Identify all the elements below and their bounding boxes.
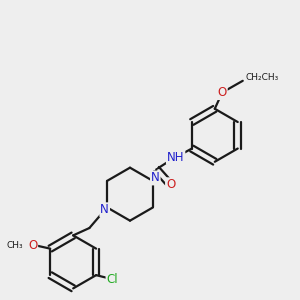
Text: CH₃: CH₃: [7, 241, 23, 250]
Text: Cl: Cl: [106, 273, 118, 286]
Text: CH₂CH₃: CH₂CH₃: [245, 73, 278, 82]
Text: O: O: [28, 239, 37, 252]
Text: NH: NH: [167, 151, 184, 164]
Text: N: N: [100, 203, 109, 216]
Text: N: N: [151, 172, 160, 184]
Text: O: O: [218, 86, 227, 99]
Text: O: O: [166, 178, 175, 191]
